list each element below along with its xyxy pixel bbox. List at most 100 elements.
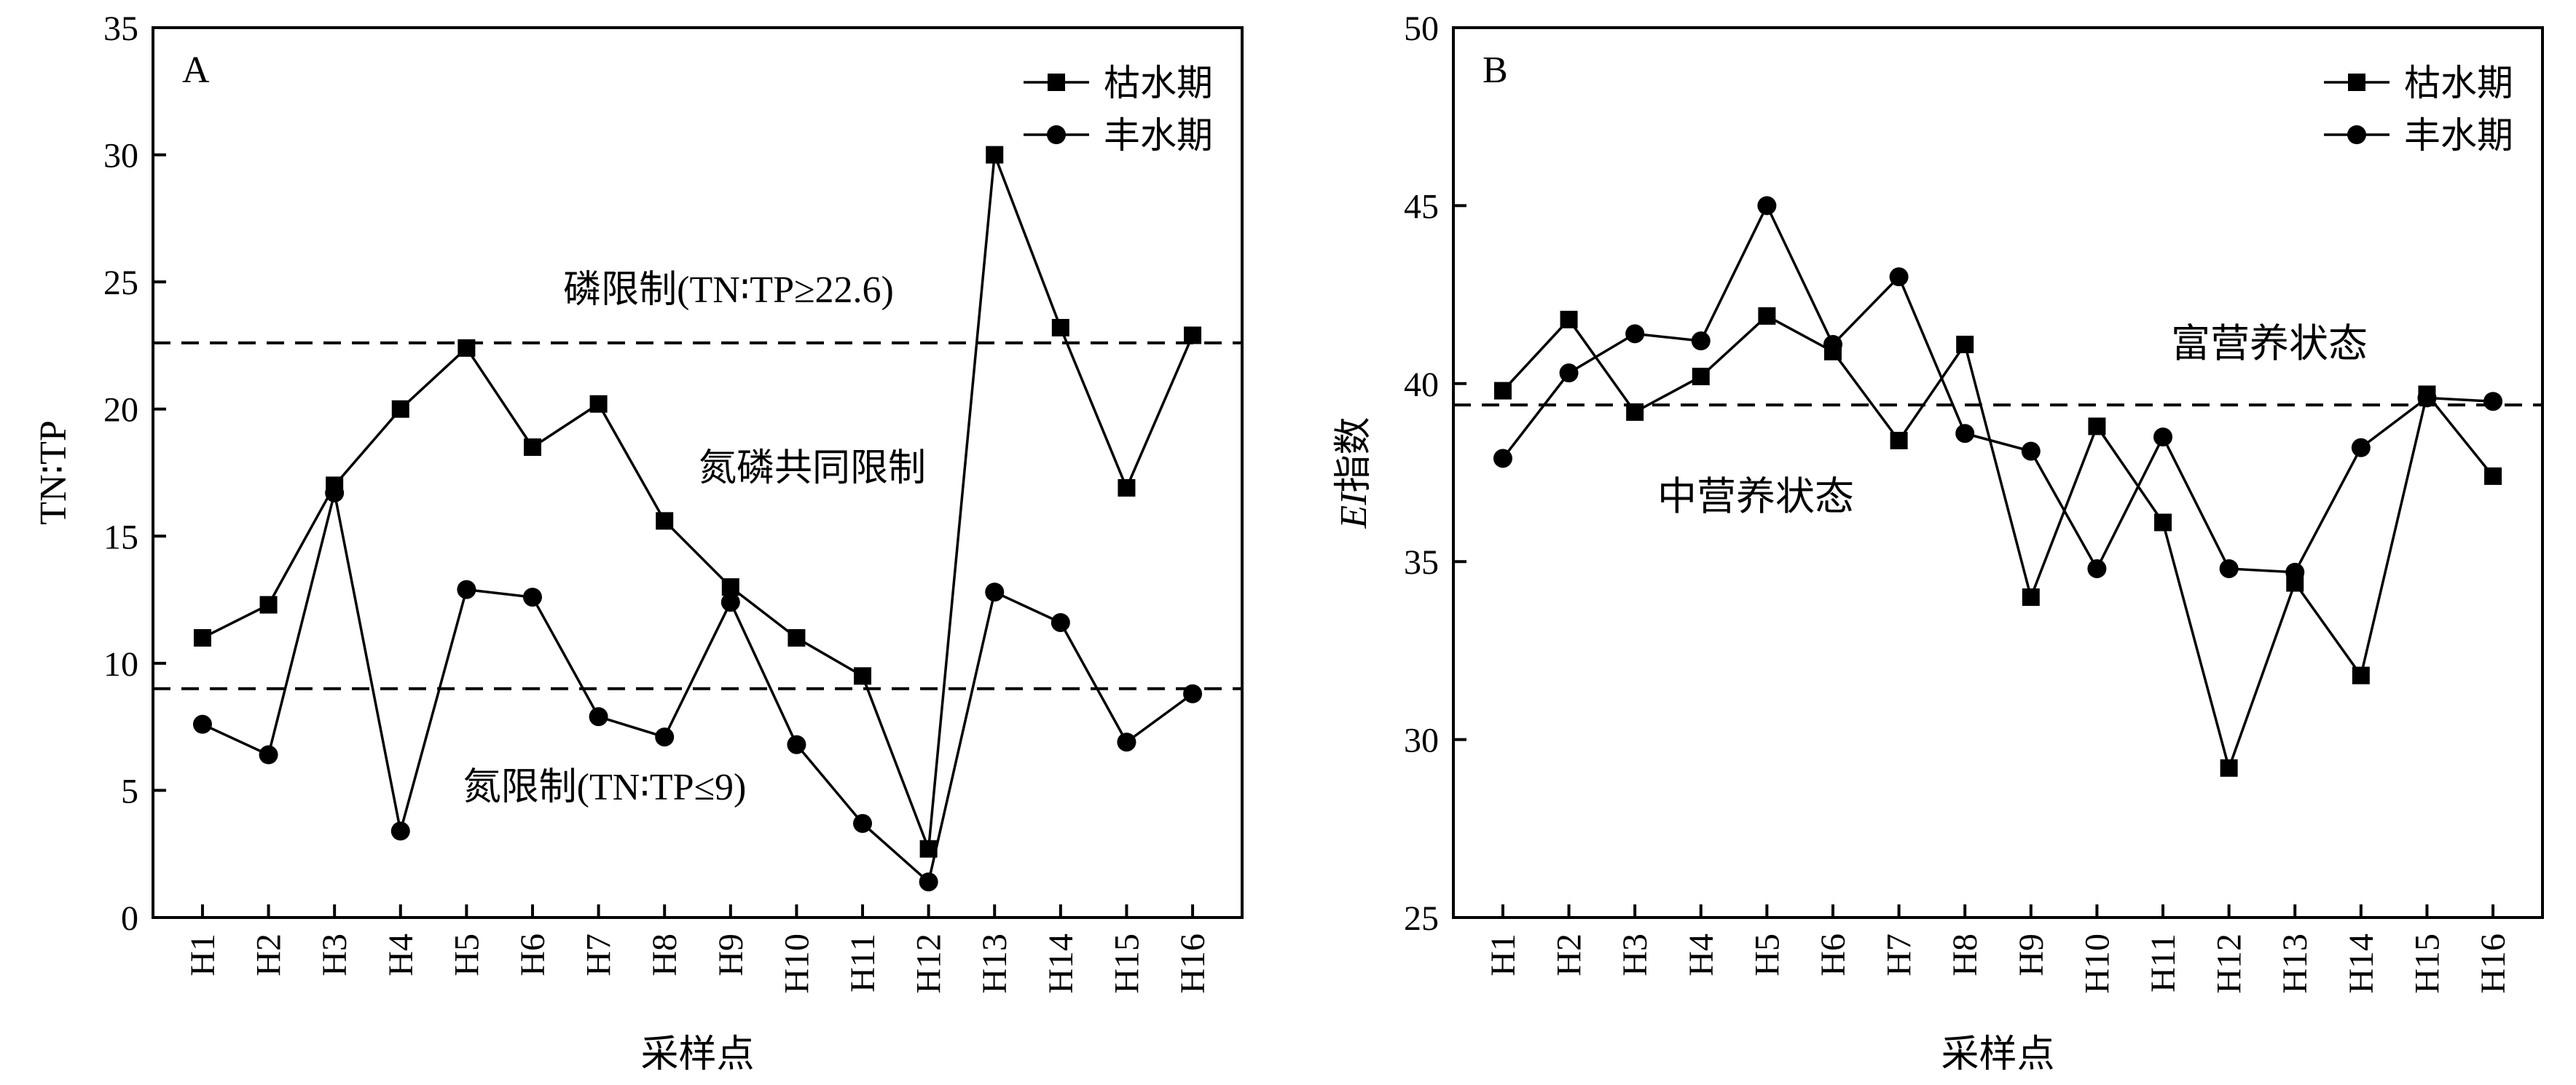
data-point-circle — [787, 735, 806, 754]
legend-label: 丰水期 — [1104, 114, 1213, 157]
data-point-circle — [1559, 363, 1579, 383]
y-tick-label: 40 — [1404, 366, 1439, 404]
data-point-circle — [2021, 441, 2041, 461]
data-point-circle — [2285, 562, 2305, 582]
data-point-square — [1890, 432, 1908, 450]
data-point-square — [1493, 382, 1512, 400]
x-tick-label: H2 — [250, 934, 288, 976]
x-tick-label: H5 — [1748, 934, 1786, 976]
panel-label: A — [182, 50, 210, 91]
x-tick-label: H15 — [2408, 934, 2446, 994]
data-point-circle — [522, 588, 542, 607]
x-tick-label: H5 — [447, 934, 486, 976]
data-point-square — [2352, 666, 2370, 684]
y-tick-label: 30 — [1404, 722, 1439, 760]
data-point-square — [523, 438, 541, 457]
x-tick-label: H11 — [844, 934, 882, 993]
data-point-square — [1626, 403, 1644, 421]
annotation: 氮磷共同限制 — [699, 448, 926, 489]
data-point-circle — [1889, 267, 1909, 287]
plot-frame — [152, 26, 1244, 919]
annotation: 氮限制(TN∶TP≤9) — [463, 767, 747, 808]
data-point-circle — [457, 580, 476, 599]
y-axis-title: EI指数 — [1332, 417, 1375, 529]
chart-panel-b: B 25 30 35 40 45 50 H1 H2 H3 H4 H5 H6 H7 H8 H9 H10 H11 H12… — [1332, 9, 2544, 1076]
legend-label: 枯水期 — [2404, 62, 2513, 104]
data-point-circle — [2351, 438, 2371, 457]
x-tick-label: H10 — [777, 934, 816, 994]
annotation: 富营养状态 — [2171, 322, 2368, 366]
y-tick-label: 20 — [103, 391, 138, 430]
data-point-square — [1051, 318, 1069, 336]
data-point-square — [1956, 336, 1974, 354]
data-point-square — [2484, 467, 2502, 485]
data-point-square — [1758, 307, 1776, 325]
y-tick-label: 25 — [1404, 899, 1439, 938]
data-point-square — [2022, 588, 2040, 607]
y-tick-label: 25 — [103, 264, 138, 302]
y-tick-label: 0 — [121, 899, 138, 938]
x-tick-label: H9 — [712, 934, 750, 976]
data-point-circle — [2153, 427, 2173, 447]
y-tick-label: 10 — [103, 645, 138, 684]
data-point-square — [656, 512, 674, 530]
data-point-circle — [390, 821, 410, 841]
data-point-square — [1184, 326, 1202, 344]
data-point-circle — [589, 707, 608, 727]
data-point-circle — [1625, 324, 1645, 344]
series-line-2 — [1501, 202, 2494, 574]
x-tick-label: H2 — [1550, 934, 1589, 976]
x-tick-label: H4 — [382, 934, 420, 976]
data-point-square — [854, 667, 872, 685]
data-point-circle — [1823, 335, 1842, 355]
data-point-circle — [192, 714, 212, 734]
x-tick-label: H7 — [1880, 934, 1919, 976]
data-point-circle — [325, 483, 345, 502]
data-point-circle — [853, 813, 873, 833]
legend-marker-square — [1048, 74, 1065, 91]
x-axis-title: 采样点 — [1941, 1033, 2054, 1076]
data-point-circle — [1183, 684, 1203, 703]
series-line-2 — [202, 492, 1194, 885]
data-point-circle — [1051, 612, 1070, 632]
data-point-circle — [655, 727, 675, 747]
x-tick-label: H15 — [1107, 934, 1146, 994]
legend-label: 丰水期 — [2404, 114, 2513, 157]
x-tick-label: H13 — [975, 934, 1014, 994]
panel-label: B — [1483, 50, 1508, 91]
data-point-square — [259, 596, 278, 614]
y-tick-label: 35 — [103, 9, 138, 48]
x-tick-label: H16 — [1174, 934, 1212, 994]
x-tick-label: H14 — [2342, 934, 2381, 994]
data-point-square — [193, 628, 211, 647]
x-tick-label: H6 — [1814, 934, 1853, 976]
data-point-square — [2154, 513, 2172, 532]
x-tick-label: H13 — [2276, 934, 2314, 994]
data-point-square — [2088, 417, 2106, 435]
x-tick-label: H1 — [1484, 934, 1523, 976]
y-axis-title: TN∶TP — [33, 420, 74, 525]
x-tick-label: H12 — [910, 934, 949, 994]
data-point-circle — [2087, 559, 2107, 578]
x-tick-label: H12 — [2210, 934, 2249, 994]
annotation: 磷限制(TN∶TP≥22.6) — [563, 269, 894, 311]
annotation: 中营养状态 — [1657, 475, 1854, 518]
y-tick-label: 15 — [103, 518, 138, 556]
x-tick-label: H6 — [514, 934, 552, 976]
x-tick-label: H8 — [1946, 934, 1984, 976]
data-point-circle — [259, 745, 278, 765]
data-point-circle — [1757, 196, 1777, 216]
x-tick-label: H8 — [645, 934, 684, 976]
x-tick-label: H3 — [315, 934, 354, 976]
data-point-square — [2220, 759, 2238, 777]
data-point-square — [986, 146, 1004, 164]
y-tick-label: 35 — [1404, 543, 1439, 582]
legend-marker-square — [2348, 74, 2365, 91]
x-tick-label: H4 — [1682, 934, 1721, 976]
legend-marker-circle — [2347, 125, 2366, 144]
y-tick-label: 50 — [1404, 9, 1439, 48]
x-tick-label: H1 — [184, 934, 222, 976]
plot-frame — [1452, 26, 2544, 919]
